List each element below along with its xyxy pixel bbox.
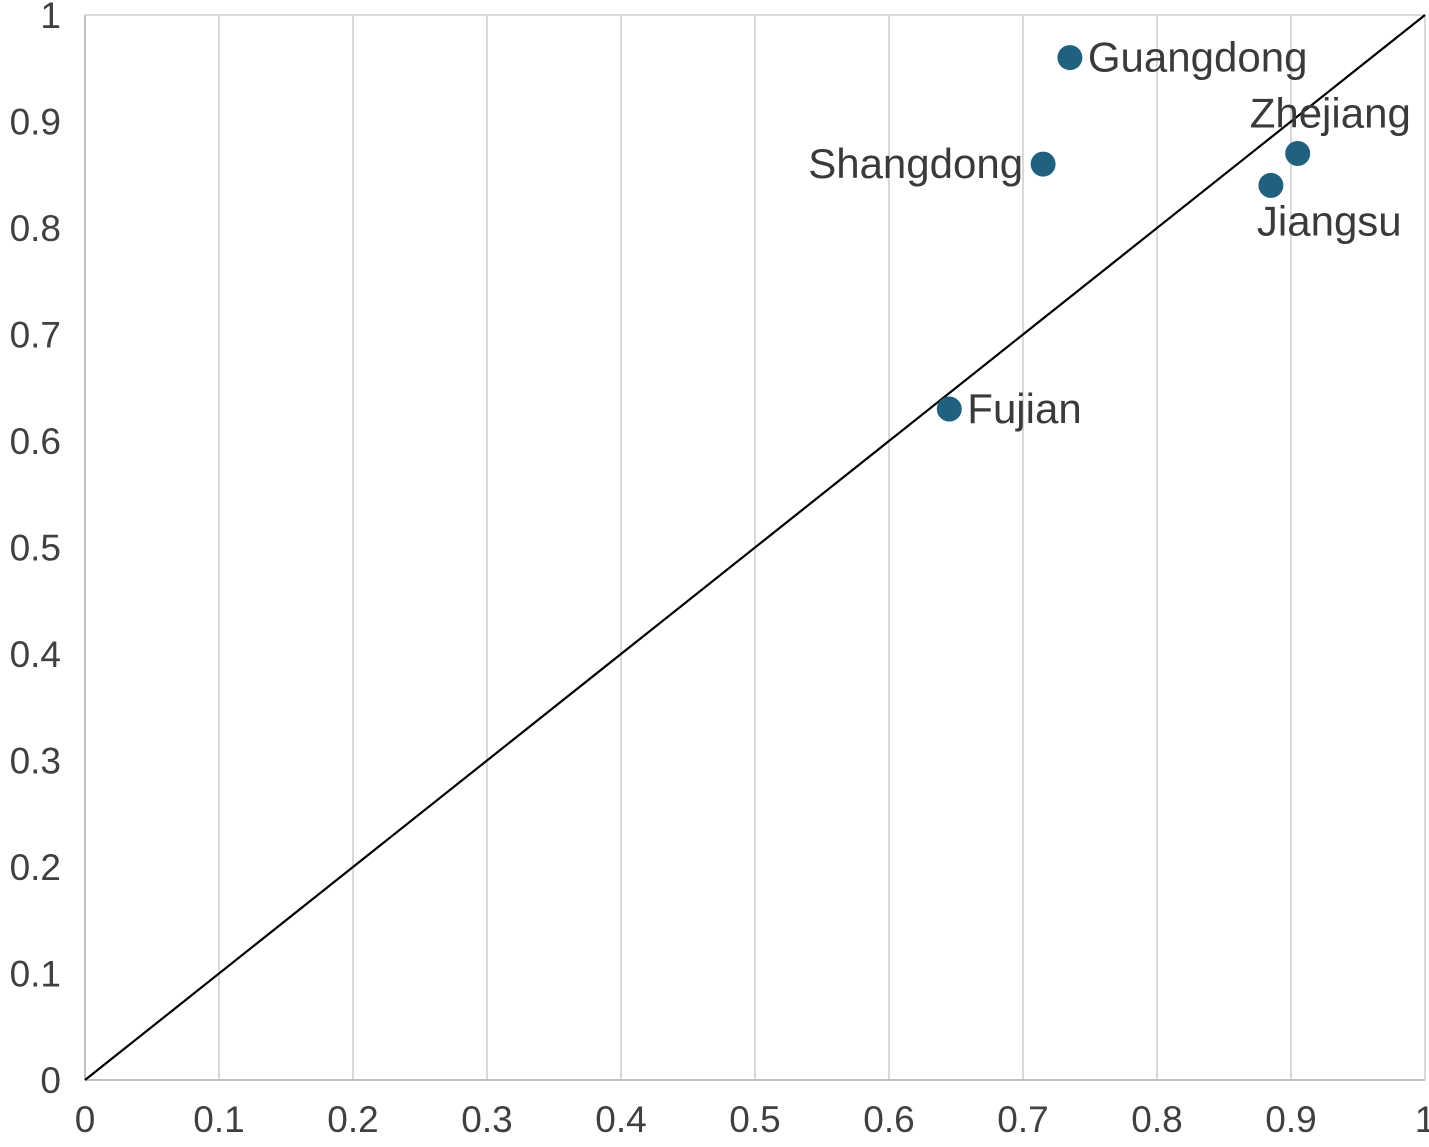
y-tick-label: 0.5 (10, 528, 61, 569)
data-point (1030, 151, 1056, 177)
y-tick-label: 0.1 (10, 954, 61, 995)
y-tick-label: 1 (40, 0, 61, 36)
point-label: Shangdong (808, 140, 1023, 187)
x-tick-label: 0.1 (193, 1099, 244, 1140)
x-tick-label: 0.8 (1131, 1099, 1182, 1140)
x-tick-label: 0 (75, 1099, 96, 1140)
x-tick-label: 0.9 (1265, 1099, 1316, 1140)
point-label: Fujian (967, 385, 1081, 432)
x-tick-label: 0.3 (461, 1099, 512, 1140)
data-point (936, 396, 962, 422)
x-tick-label: 0.2 (327, 1099, 378, 1140)
y-tick-label: 0.3 (10, 741, 61, 782)
y-tick-label: 0.6 (10, 421, 61, 462)
x-tick-label: 0.6 (863, 1099, 914, 1140)
y-tick-label: 0.8 (10, 208, 61, 249)
data-point (1285, 140, 1311, 166)
y-tick-label: 0.9 (10, 102, 61, 143)
point-label: Zhejiang (1250, 89, 1411, 136)
data-point (1057, 45, 1083, 71)
data-point (1258, 172, 1284, 198)
x-tick-label: 0.7 (997, 1099, 1048, 1140)
y-tick-label: 0.7 (10, 315, 61, 356)
y-tick-label: 0 (40, 1060, 61, 1101)
y-tick-label: 0.4 (10, 634, 61, 675)
identity-line (84, 14, 1426, 1081)
y-tick-label: 0.2 (10, 847, 61, 888)
x-tick-label: 0.5 (729, 1099, 780, 1140)
point-label: Jiangsu (1257, 197, 1402, 244)
point-label: Guangdong (1088, 34, 1308, 81)
x-tick-label: 0.4 (595, 1099, 646, 1140)
x-tick-label: 1 (1415, 1099, 1429, 1140)
